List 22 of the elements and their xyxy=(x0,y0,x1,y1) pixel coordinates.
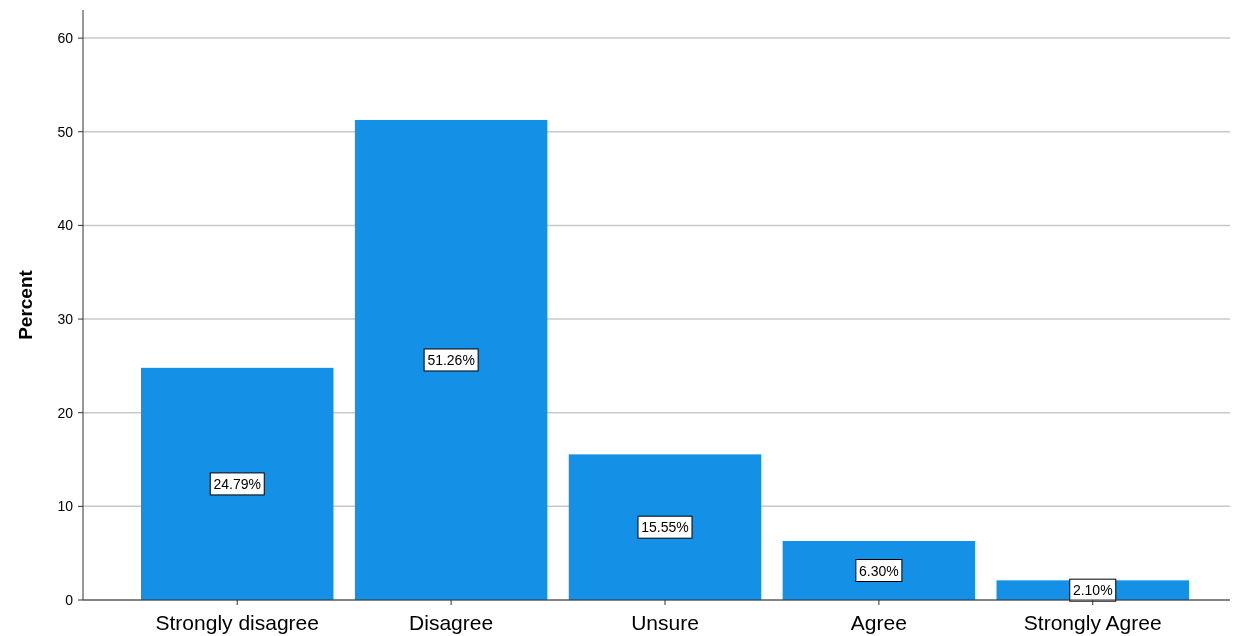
bar xyxy=(141,367,334,600)
bar xyxy=(568,454,762,600)
x-tick-label: Strongly Agree xyxy=(1023,611,1162,634)
x-tick-label: Strongly disagree xyxy=(155,611,319,634)
y-tick-label: 10 xyxy=(57,498,74,515)
y-tick-label: 40 xyxy=(57,217,74,234)
x-tick-label: Disagree xyxy=(409,611,494,634)
y-axis-title: Percent xyxy=(15,269,36,340)
y-tick-label: 50 xyxy=(57,123,74,140)
data-label: 15.55% xyxy=(641,519,689,536)
data-label: 24.79% xyxy=(213,475,261,492)
bar xyxy=(782,541,976,600)
data-label: 51.26% xyxy=(427,351,475,368)
y-tick-label: 60 xyxy=(57,30,74,47)
x-tick-label: Unsure xyxy=(631,611,699,634)
y-tick-label: 30 xyxy=(57,311,74,328)
y-tick-label: 20 xyxy=(57,404,74,421)
x-tick-label: Agree xyxy=(850,611,907,634)
data-label: 6.30% xyxy=(859,562,899,579)
data-label: 2.10% xyxy=(1072,582,1113,599)
bar xyxy=(354,119,548,600)
y-tick-label: 0 xyxy=(65,592,74,608)
